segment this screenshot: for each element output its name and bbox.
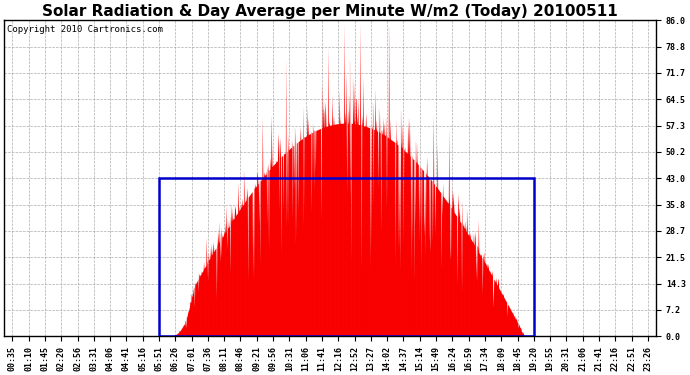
Text: Copyright 2010 Cartronics.com: Copyright 2010 Cartronics.com bbox=[8, 25, 164, 34]
Bar bbox=[159, 178, 534, 336]
Title: Solar Radiation & Day Average per Minute W/m2 (Today) 20100511: Solar Radiation & Day Average per Minute… bbox=[42, 4, 618, 19]
